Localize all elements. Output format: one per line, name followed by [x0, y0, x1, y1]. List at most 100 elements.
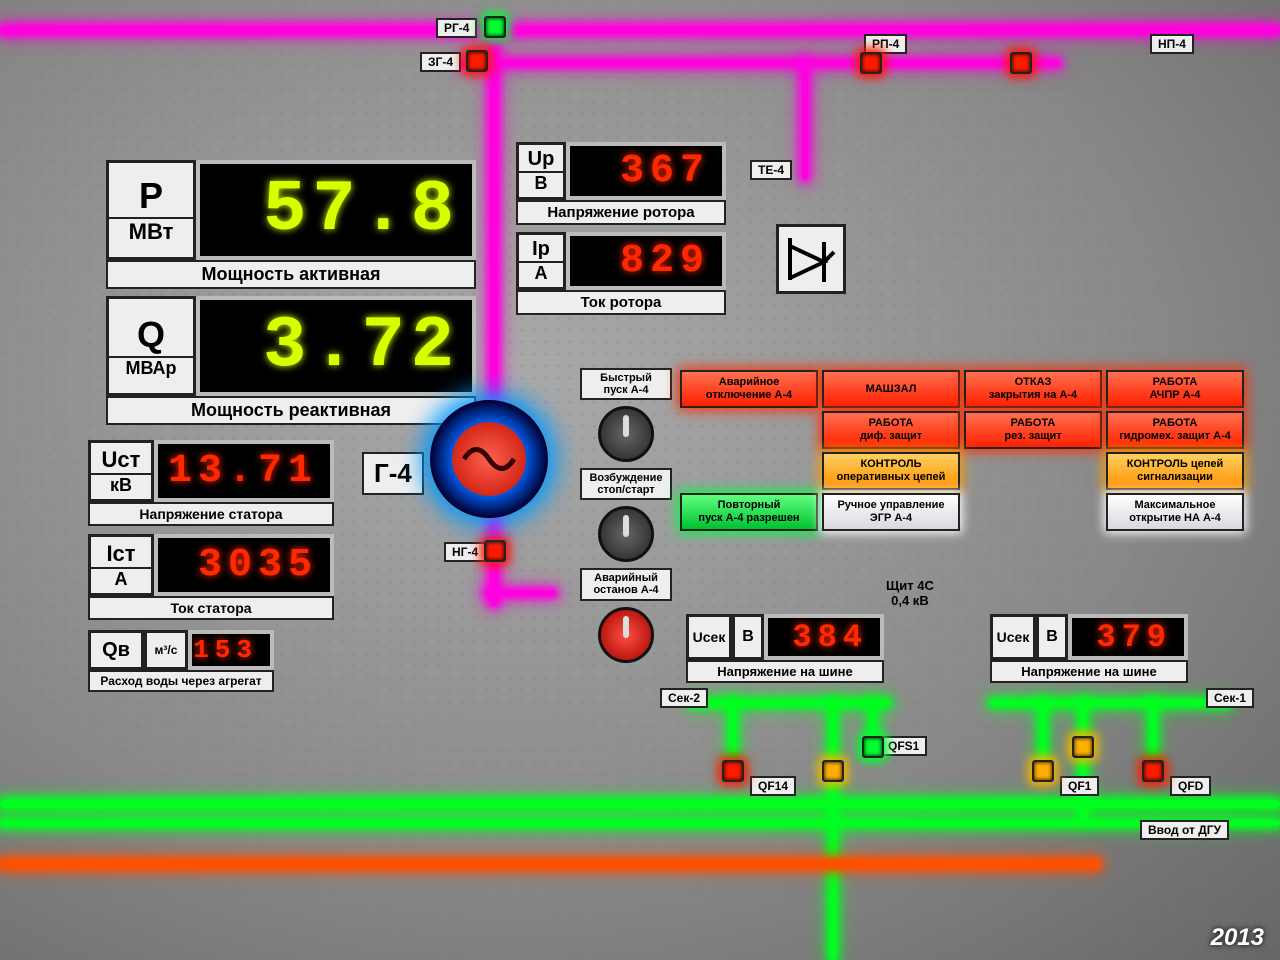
led-rg4[interactable] [484, 16, 506, 38]
meter-p-symbol: P [139, 175, 163, 217]
rotary-group: Быстрый пуск А-4 Возбуждение стоп/старт … [580, 368, 672, 669]
meter-q-caption: Мощность реактивная [106, 396, 476, 425]
bus-top-horiz [0, 26, 1280, 34]
shield-label: Щит 4С 0,4 кВ [880, 576, 940, 610]
meter-usecl-symbol: Uсек [686, 614, 732, 660]
annunciator-tile: РАБОТА рез. защит [964, 411, 1102, 449]
meter-p: PМВт 57.8 Мощность активная [106, 160, 476, 289]
bus-vert-main [490, 26, 498, 606]
led-qfs1[interactable] [862, 736, 884, 758]
meter-up-symbol: Uр [528, 148, 555, 171]
annunciator-tile: МАШЗАЛ [822, 370, 960, 408]
meter-ip-display: 829 [566, 232, 726, 290]
led-qf14[interactable] [722, 760, 744, 782]
year-label: 2013 [1211, 924, 1264, 952]
annunciator-tile: Аварийное отключение А-4 [680, 370, 818, 408]
led-rp4[interactable] [860, 52, 882, 74]
meter-ust-unit: кВ [91, 473, 151, 496]
led-rp4b[interactable] [1010, 52, 1032, 74]
tag-te4: ТЕ-4 [750, 160, 792, 180]
bus-orange [0, 860, 1100, 868]
meter-up: UрВ 367 Напряжение ротора [516, 142, 726, 225]
led-mid1[interactable] [822, 760, 844, 782]
thyristor-icon [776, 224, 846, 294]
tag-ng4: НГ-4 [444, 542, 486, 562]
tag-np4: НП-4 [1150, 34, 1194, 54]
meter-ust: UсткВ 13.71 Напряжение статора [88, 440, 334, 526]
tag-qfd: QFD [1170, 776, 1211, 796]
meter-q-symbol: Q [137, 314, 165, 356]
meter-usec-left: Uсек В 384 Напряжение на шине [686, 614, 884, 683]
rotary2-label: Возбуждение стоп/старт [580, 468, 672, 500]
meter-p-caption: Мощность активная [106, 260, 476, 289]
led-ng4[interactable] [484, 540, 506, 562]
rotary3-label: Аварийный останов А-4 [580, 568, 672, 600]
bus-green-h2 [0, 820, 1280, 826]
annunciator-tile: РАБОТА диф. защит [822, 411, 960, 449]
annunciator-tile: КОНТРОЛЬ оперативных цепей [822, 452, 960, 490]
annunciator-tile: Максимальное открытие НА А-4 [1106, 493, 1244, 531]
tag-qfs1: QFS1 [880, 736, 927, 756]
meter-q-display: 3.72 [196, 296, 476, 396]
meter-ist-caption: Ток статора [88, 596, 334, 620]
annunciator-tile: ОТКАЗ закрытия на А-4 [964, 370, 1102, 408]
bus-green-h-sec-l [690, 700, 890, 706]
generator-icon [430, 400, 548, 518]
meter-ust-caption: Напряжение статора [88, 502, 334, 526]
annunciator-tile: Повторный пуск А-4 разрешен [680, 493, 818, 531]
led-qfd[interactable] [1142, 760, 1164, 782]
meter-usecl-caption: Напряжение на шине [686, 660, 884, 683]
led-mid2[interactable] [1072, 736, 1094, 758]
annunciator-panel: Аварийное отключение А-4МАШЗАЛОТКАЗ закр… [680, 370, 1252, 536]
meter-usecl-unit: В [732, 614, 764, 660]
rotary1-label: Быстрый пуск А-4 [580, 368, 672, 400]
bus-top-h2 [460, 60, 1060, 66]
led-qf1[interactable] [1032, 760, 1054, 782]
meter-usecr-display: 379 [1068, 614, 1188, 660]
meter-qv-symbol: Qв [102, 639, 130, 662]
annunciator-tile: РАБОТА гидромех. защит А-4 [1106, 411, 1244, 449]
meter-usecr-unit: В [1036, 614, 1068, 660]
meter-ist-symbol: Iст [106, 541, 135, 567]
meter-ist: IстА 3035 Ток статора [88, 534, 334, 620]
meter-ip: IрА 829 Ток ротора [516, 232, 726, 315]
annunciator-tile: Ручное управление ЭГР А-4 [822, 493, 960, 531]
bus-green-v-left [830, 700, 836, 960]
tag-rp4: РП-4 [864, 34, 907, 54]
meter-ist-display: 3035 [154, 534, 334, 596]
meter-qv: Qв м³/с 153 Расход воды через агрегат [88, 630, 274, 692]
tag-vvod: Ввод от ДГУ [1140, 820, 1229, 840]
meter-usecr-symbol: Uсек [990, 614, 1036, 660]
meter-ust-display: 13.71 [154, 440, 334, 502]
meter-ust-symbol: Uст [102, 447, 141, 473]
tag-sek1: Сек-1 [1206, 688, 1254, 708]
tag-qf1: QF1 [1060, 776, 1099, 796]
meter-q-unit: МВАр [109, 356, 193, 379]
rotary-emergency-stop[interactable] [598, 607, 654, 663]
meter-qv-display: 153 [188, 630, 274, 670]
tag-rg4: РГ-4 [436, 18, 477, 38]
bus-green-h-sec-r [990, 700, 1230, 706]
meter-usecr-caption: Напряжение на шине [990, 660, 1188, 683]
meter-up-unit: В [519, 171, 563, 194]
meter-ist-unit: А [91, 567, 151, 590]
tag-zg4: ЗГ-4 [420, 52, 461, 72]
led-zg4[interactable] [466, 50, 488, 72]
bus-stub [486, 590, 556, 596]
meter-up-display: 367 [566, 142, 726, 200]
meter-up-caption: Напряжение ротора [516, 200, 726, 225]
rotary-fast-start[interactable] [598, 406, 654, 462]
meter-ip-symbol: Iр [532, 238, 550, 261]
meter-ip-unit: А [519, 261, 563, 284]
annunciator-tile: КОНТРОЛЬ цепей сигнализации [1106, 452, 1244, 490]
meter-qv-caption: Расход воды через агрегат [88, 670, 274, 692]
bus-vert-right [802, 60, 808, 180]
rotary-excitation[interactable] [598, 506, 654, 562]
tag-g4: Г-4 [362, 452, 424, 495]
meter-p-display: 57.8 [196, 160, 476, 260]
tag-qf14: QF14 [750, 776, 796, 796]
meter-usec-right: Uсек В 379 Напряжение на шине [990, 614, 1188, 683]
meter-q: QМВАр 3.72 Мощность реактивная [106, 296, 476, 425]
meter-qv-unit: м³/с [144, 630, 188, 670]
meter-p-unit: МВт [109, 217, 193, 245]
